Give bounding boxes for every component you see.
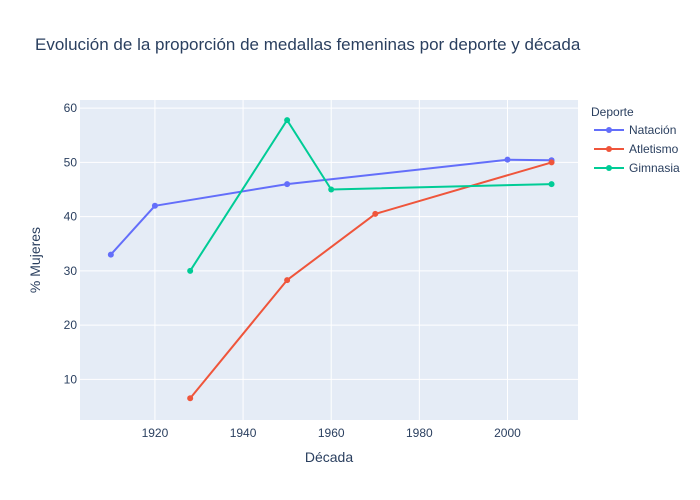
data-point-natacion [504, 156, 511, 163]
data-point-natacion [151, 202, 158, 209]
legend-title: Deporte [591, 105, 634, 119]
legend-label: Gimnasia [629, 161, 680, 175]
data-point-gimnasia [284, 117, 291, 124]
data-point-atletismo [548, 159, 555, 166]
y-tick-label: 20 [64, 318, 78, 332]
y-tick-label: 60 [64, 101, 78, 115]
data-point-natacion [284, 181, 291, 188]
y-tick-label: 50 [64, 155, 78, 169]
x-tick-label: 1940 [230, 426, 257, 440]
series-line-gimnasia [189, 119, 552, 272]
x-tick-labels: 1920 1940 1960 1980 2000 [142, 426, 522, 440]
y-tick-label: 10 [64, 372, 78, 386]
legend-marker [606, 146, 612, 152]
data-point-gimnasia [548, 181, 555, 188]
x-tick-label: 1980 [406, 426, 433, 440]
x-tick-label: 1960 [318, 426, 345, 440]
series-line-atletismo [189, 161, 552, 399]
y-tick-label: 30 [64, 264, 78, 278]
legend-marker [606, 165, 612, 171]
data-point-atletismo [372, 210, 379, 217]
plot-area [80, 100, 578, 420]
y-tick-labels: 10 20 30 40 50 60 [64, 101, 78, 386]
x-axis-title: Década [305, 449, 353, 465]
legend-label: Natación [629, 123, 676, 137]
legend-marker [606, 127, 612, 133]
x-tick-label: 2000 [494, 426, 521, 440]
y-tick-label: 40 [64, 210, 78, 224]
data-point-gimnasia [187, 267, 194, 274]
legend-item-natacion[interactable]: Natación [594, 123, 676, 137]
legend-item-atletismo[interactable]: Atletismo [594, 142, 679, 156]
legend-item-gimnasia[interactable]: Gimnasia [594, 161, 680, 175]
grid-lines [80, 100, 578, 420]
legend-label: Atletismo [629, 142, 679, 156]
y-axis-title: % Mujeres [27, 227, 43, 293]
x-tick-label: 1920 [142, 426, 169, 440]
series-points [107, 117, 555, 402]
legend: Deporte Natación Atletismo Gimnasia [591, 105, 680, 175]
data-point-atletismo [284, 277, 291, 284]
data-point-gimnasia [328, 186, 335, 193]
data-point-natacion [107, 251, 114, 258]
data-point-atletismo [187, 395, 194, 402]
chart-title: Evolución de la proporción de medallas f… [35, 35, 581, 54]
